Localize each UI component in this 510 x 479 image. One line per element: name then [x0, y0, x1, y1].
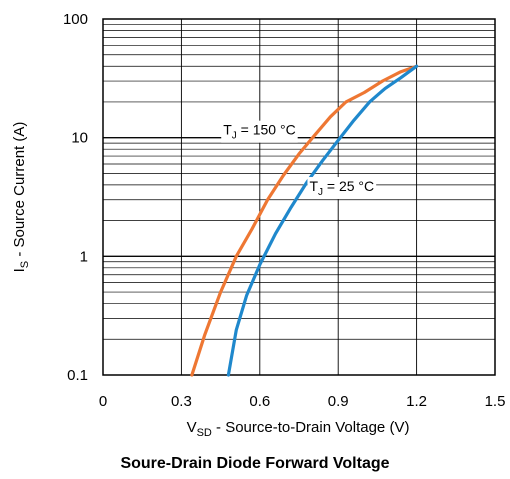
- plot-frame: [102, 18, 496, 376]
- series-annotations: TJ = 150 °CTJ = 25 °C: [221, 120, 377, 200]
- annotation-main: T: [309, 178, 318, 194]
- y-axis-label-rest: - Source Current (A): [11, 122, 28, 261]
- annotation-background: [307, 177, 377, 200]
- series-lines: [190, 64, 419, 377]
- x-tick-label: 0.9: [328, 393, 349, 410]
- x-tick-label: 1.5: [485, 393, 506, 410]
- grid: [103, 19, 495, 375]
- x-tick-label: 0: [99, 393, 107, 410]
- y-axis-label-sub: S: [19, 261, 31, 268]
- x-axis-label-main: V: [187, 419, 197, 436]
- x-axis-label-rest: - Source-to-Drain Voltage (V): [212, 419, 410, 436]
- y-tick-label: 1: [80, 248, 88, 265]
- annotation-sub: J: [318, 187, 323, 198]
- y-axis-label-main: I: [11, 268, 28, 272]
- annotation-rest: = 25 °C: [323, 178, 374, 194]
- x-axis-ticks: 0 0.3 0.6 0.9 1.2 1.5: [99, 393, 506, 410]
- x-axis-label: VSD - Source-to-Drain Voltage (V): [187, 419, 410, 439]
- annotation-label: TJ = 25 °C: [309, 178, 374, 198]
- series-line-150c: [190, 64, 419, 377]
- y-tick-label: 10: [71, 130, 88, 147]
- y-axis-ticks: 0.1 1 10 100: [63, 11, 88, 384]
- annotation-25c: TJ = 25 °C: [307, 177, 377, 200]
- annotation-rest: = 150 °C: [237, 122, 296, 138]
- annotation-main: T: [223, 122, 232, 138]
- y-tick-label: 0.1: [67, 367, 88, 384]
- x-tick-label: 0.6: [249, 393, 270, 410]
- annotation-background: [221, 120, 298, 143]
- y-tick-label: 100: [63, 11, 88, 28]
- y-axis-label: IS - Source Current (A): [11, 122, 31, 273]
- annotation-label: TJ = 150 °C: [223, 122, 295, 142]
- x-tick-label: 0.3: [171, 393, 192, 410]
- chart-title: Soure-Drain Diode Forward Voltage: [120, 455, 390, 472]
- x-tick-label: 1.2: [406, 393, 427, 410]
- x-axis-label-sub: SD: [197, 427, 212, 439]
- annotation-150c: TJ = 150 °C: [221, 120, 298, 143]
- annotation-sub: J: [232, 131, 237, 142]
- series-line-25c: [226, 64, 419, 377]
